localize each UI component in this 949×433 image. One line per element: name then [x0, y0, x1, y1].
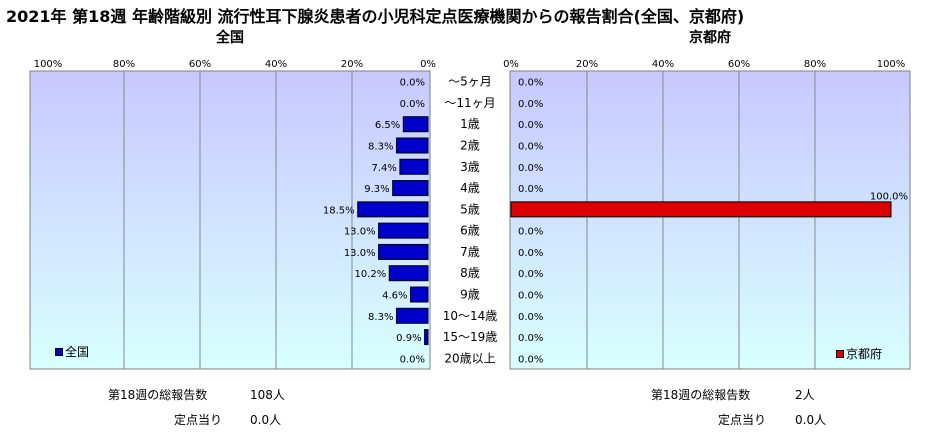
right-data-label: 0.0% — [518, 120, 543, 131]
left-data-label: 0.9% — [396, 333, 421, 344]
right-tick-label: 80% — [804, 59, 826, 70]
category-label: 8歳 — [460, 266, 480, 280]
right-panel-title: 京都府 — [689, 30, 731, 46]
right-bar — [510, 201, 892, 218]
left-per-value: 0.0人 — [250, 413, 282, 427]
left-panel-title: 全国 — [216, 30, 244, 46]
category-label: 9歳 — [460, 288, 480, 302]
category-label: 15～19歳 — [443, 330, 498, 344]
right-tick-label: 40% — [652, 59, 674, 70]
left-legend-label: 全国 — [65, 345, 90, 359]
left-bar — [395, 137, 429, 154]
left-bar — [392, 180, 429, 197]
right-data-label: 0.0% — [518, 333, 543, 344]
left-bar — [402, 116, 429, 133]
left-bar — [378, 222, 429, 239]
right-data-label: 0.0% — [518, 142, 543, 153]
category-label: 5歳 — [460, 202, 480, 216]
category-label: 20歳以上 — [444, 351, 495, 365]
left-data-label: 8.3% — [368, 142, 393, 153]
left-tick-label: 40% — [265, 59, 287, 70]
left-plot-area — [29, 70, 431, 370]
category-label: 1歳 — [460, 117, 480, 131]
right-data-label: 0.0% — [518, 312, 543, 323]
right-total-label: 第18週の総報告数 — [651, 388, 751, 402]
left-data-label: 8.3% — [368, 312, 393, 323]
left-total-value: 108人 — [250, 388, 285, 402]
left-bar — [424, 329, 429, 346]
right-total-value: 2人 — [795, 388, 815, 402]
right-data-label: 0.0% — [518, 78, 543, 89]
category-label: 7歳 — [460, 245, 480, 259]
right-data-label: 0.0% — [518, 163, 543, 174]
left-bar — [395, 307, 429, 324]
right-data-label: 0.0% — [518, 184, 543, 195]
left-data-label: 0.0% — [400, 78, 425, 89]
left-data-label: 4.6% — [382, 291, 407, 302]
left-tick-label: 100% — [34, 59, 63, 70]
left-bar — [410, 286, 429, 303]
right-data-label: 100.0% — [870, 191, 908, 202]
left-tick-label: 80% — [113, 59, 135, 70]
right-legend-label: 京都府 — [846, 347, 883, 361]
right-data-label: 0.0% — [518, 354, 543, 365]
left-data-label: 6.5% — [375, 120, 400, 131]
right-data-label: 0.0% — [518, 269, 543, 280]
right-tick-label: 0% — [503, 59, 519, 70]
left-data-label: 13.0% — [344, 227, 376, 238]
left-legend-swatch — [55, 347, 63, 356]
right-legend: 京都府 — [836, 345, 882, 362]
left-bar — [357, 201, 429, 218]
right-tick-label: 100% — [877, 59, 906, 70]
left-tick-label: 20% — [341, 59, 363, 70]
right-per-label: 定点当り — [718, 413, 767, 427]
left-bar — [399, 158, 429, 175]
left-data-label: 10.2% — [354, 269, 386, 280]
left-data-label: 18.5% — [323, 205, 355, 216]
right-data-label: 0.0% — [518, 99, 543, 110]
left-data-label: 13.0% — [344, 248, 376, 259]
left-bar — [388, 265, 429, 282]
category-label: ～5ヶ月 — [448, 75, 492, 89]
category-label: 2歳 — [460, 139, 480, 153]
left-legend: 全国 — [55, 343, 89, 360]
right-plot-area — [509, 70, 911, 370]
category-label: 10～14歳 — [443, 309, 498, 323]
category-label: ～11ヶ月 — [444, 96, 495, 110]
left-bar — [378, 243, 429, 260]
category-label: 4歳 — [460, 181, 480, 195]
left-tick-label: 0% — [420, 59, 436, 70]
right-legend-swatch — [836, 349, 844, 358]
right-data-label: 0.0% — [518, 227, 543, 238]
left-tick-label: 60% — [189, 59, 211, 70]
left-data-label: 0.0% — [400, 99, 425, 110]
category-label: 3歳 — [460, 160, 480, 174]
left-data-label: 0.0% — [400, 354, 425, 365]
right-tick-label: 60% — [728, 59, 750, 70]
right-data-label: 0.0% — [518, 291, 543, 302]
left-total-label: 第18週の総報告数 — [108, 388, 208, 402]
right-per-value: 0.0人 — [795, 413, 827, 427]
left-data-label: 7.4% — [371, 163, 396, 174]
left-data-label: 9.3% — [364, 184, 389, 195]
right-tick-label: 20% — [576, 59, 598, 70]
right-data-label: 0.0% — [518, 248, 543, 259]
left-per-label: 定点当り — [174, 413, 223, 427]
category-label: 6歳 — [460, 224, 480, 238]
page-title: 2021年 第18週 年齢階級別 流行性耳下腺炎患者の小児科定点医療機関からの報… — [6, 7, 745, 26]
